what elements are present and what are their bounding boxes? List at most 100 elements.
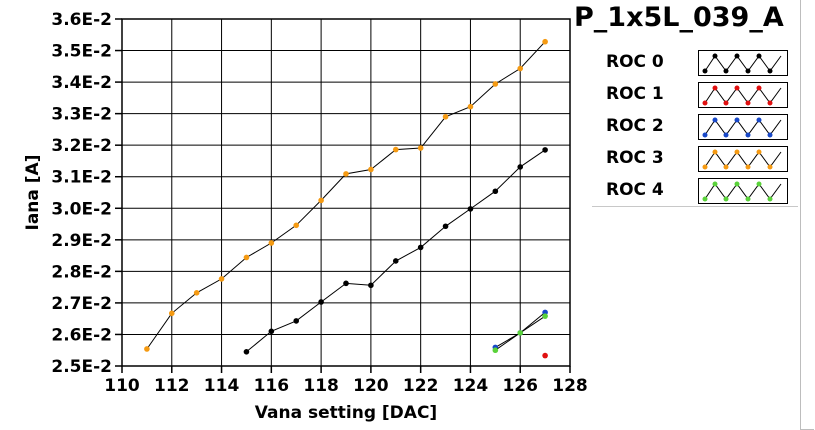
x-tick-label: 116: [254, 376, 290, 396]
x-tick-label: 110: [104, 376, 140, 396]
legend-marker: [712, 181, 718, 187]
data-point: [492, 81, 499, 87]
legend-marker: [702, 100, 708, 106]
legend-marker: [734, 117, 740, 123]
legend-marker: [723, 100, 729, 106]
y-axis-title: Iana [A]: [23, 155, 43, 231]
data-point: [293, 222, 300, 229]
data-point: [193, 290, 200, 296]
series-1: [542, 352, 548, 359]
y-tick-label: 2.5E-2: [51, 357, 112, 377]
data-point: [542, 313, 548, 319]
y-tick-label: 3.5E-2: [51, 42, 112, 62]
legend-marker: [712, 85, 718, 91]
legend-marker: [702, 164, 708, 170]
legend-marker: [712, 53, 718, 59]
data-point: [343, 171, 349, 177]
y-tick-label: 3.3E-2: [51, 105, 112, 125]
y-tick-label: 3.2E-2: [51, 136, 112, 156]
legend-marker: [745, 132, 751, 138]
y-tick-label: 2.9E-2: [51, 231, 112, 251]
data-point: [417, 145, 424, 151]
legend-item-roc-0: ROC 0: [592, 46, 798, 78]
data-point: [417, 244, 424, 251]
data-point: [243, 254, 250, 261]
legend-swatch: [698, 50, 788, 76]
data-point: [492, 188, 499, 195]
data-point: [268, 240, 275, 246]
legend-label: ROC 2: [606, 116, 664, 136]
legend-marker: [745, 196, 751, 202]
data-point: [318, 197, 324, 204]
legend-swatch: [698, 146, 788, 172]
legend-item-roc-2: ROC 2: [592, 110, 798, 142]
data-point: [392, 258, 399, 264]
legend-marker: [756, 149, 762, 155]
data-point: [392, 146, 399, 153]
legend-swatch: [698, 82, 788, 108]
y-axis-ticks: 2.5E-2 2.6E-2 2.7E-2 2.8E-2 2.9E-2 3.0E-2 3.1E…: [51, 10, 122, 377]
legend-marker: [734, 53, 740, 59]
series-4: [492, 313, 548, 354]
legend-marker: [767, 132, 773, 138]
data-point: [218, 276, 225, 282]
legend-marker: [723, 132, 729, 138]
data-point: [293, 318, 300, 324]
data-point: [442, 113, 449, 120]
data-point: [517, 65, 524, 72]
legend-swatch: [698, 178, 788, 204]
data-point: [168, 310, 175, 317]
legend-label: ROC 1: [606, 84, 664, 104]
data-point: [517, 330, 524, 336]
x-tick-label: 122: [403, 376, 439, 396]
legend-marker: [767, 68, 773, 74]
legend-item-roc-3: ROC 3: [592, 142, 798, 174]
grid: [121, 18, 571, 367]
legend-marker: [756, 53, 762, 59]
legend-label: ROC 4: [606, 180, 664, 200]
legend-marker: [756, 85, 762, 91]
legend-divider: [592, 206, 798, 207]
data-point: [318, 299, 324, 305]
y-tick-label: 3.0E-2: [51, 199, 112, 219]
y-tick-label: 2.7E-2: [51, 294, 112, 314]
data-point: [343, 280, 349, 287]
legend-marker: [734, 181, 740, 187]
legend: ROC 0 ROC 1 ROC 2 ROC 3 ROC 4: [592, 46, 798, 206]
series-line: [246, 149, 546, 353]
legend-marker: [702, 196, 708, 202]
data-point: [368, 166, 374, 173]
legend-marker: [723, 164, 729, 170]
legend-marker: [767, 196, 773, 202]
legend-marker: [734, 85, 740, 91]
legend-line: [704, 151, 782, 168]
x-tick-label: 124: [453, 376, 489, 396]
legend-marker: [767, 164, 773, 170]
y-tick-label: 3.6E-2: [51, 10, 112, 30]
legend-line: [704, 119, 782, 136]
legend-marker: [745, 164, 751, 170]
legend-marker: [767, 100, 773, 106]
legend-marker: [745, 100, 751, 106]
data-point: [268, 328, 275, 335]
y-tick-label: 2.8E-2: [51, 262, 112, 282]
x-tick-label: 128: [552, 376, 588, 396]
legend-line: [704, 183, 782, 200]
x-axis-ticks: 110 112 114 116 118 120 122 124 126 128: [104, 366, 588, 396]
legend-marker: [756, 181, 762, 187]
x-tick-label: 126: [502, 376, 538, 396]
data-point: [542, 352, 548, 359]
series-layer: [144, 38, 548, 359]
y-tick-label: 2.6E-2: [51, 325, 112, 345]
window-frame-edge: [800, 0, 814, 430]
legend-item-roc-4: ROC 4: [592, 174, 798, 206]
data-point: [368, 282, 374, 289]
legend-swatch: [698, 114, 788, 140]
y-tick-label: 3.1E-2: [51, 168, 112, 188]
legend-line: [704, 55, 782, 72]
legend-marker: [712, 149, 718, 155]
series-3: [144, 38, 548, 352]
x-tick-label: 120: [353, 376, 389, 396]
y-tick-label: 3.4E-2: [51, 73, 112, 93]
